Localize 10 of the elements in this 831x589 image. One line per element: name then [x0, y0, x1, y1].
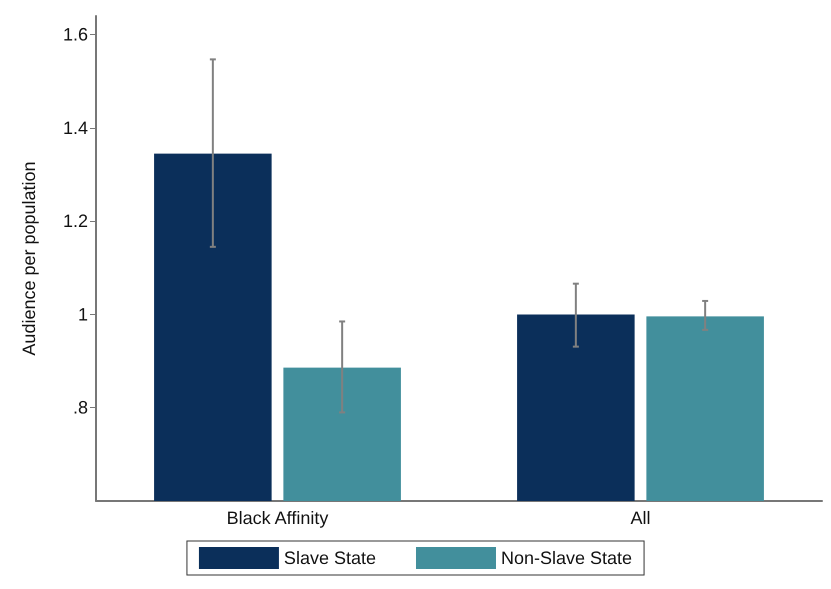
y-tick-label: 1.4: [62, 118, 88, 138]
y-tick-label: 1: [78, 304, 88, 324]
y-tick-label: 1.2: [62, 211, 88, 232]
legend-label: Slave State: [284, 548, 376, 568]
y-tick-label: .8: [72, 398, 88, 418]
x-tick-label: Black Affinity: [226, 508, 328, 528]
legend-label: Non-Slave State: [500, 548, 632, 568]
x-tick-label: All: [630, 508, 651, 528]
y-tick-label: 1.6: [62, 24, 88, 45]
y-axis-title: Audience per population: [19, 161, 39, 356]
